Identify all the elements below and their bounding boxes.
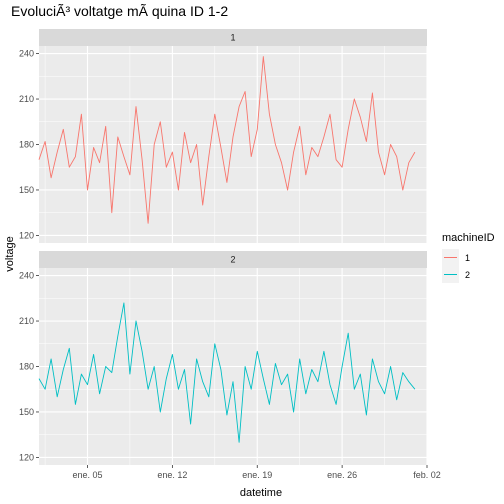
y-axis-ticks-2: 120 150 180 210 240 (19, 271, 39, 462)
series-line-1 (38, 56, 416, 224)
y-tick-label: 150 (19, 407, 34, 417)
chart-title: EvoluciÃ³ voltatge mÃ quina ID 1-2 (11, 3, 228, 19)
y-tick-label: 120 (19, 452, 34, 462)
y-tick-label: 180 (19, 362, 34, 372)
series-line-2 (38, 302, 416, 443)
y-tick-label: 240 (19, 271, 34, 281)
facet-panel-1: 1 120 150 180 210 240 (19, 29, 428, 243)
facet-strip-label-1: 1 (230, 33, 235, 43)
x-tick-label: ene. 12 (157, 470, 187, 480)
x-tick-label: ene. 19 (242, 470, 272, 480)
series-layer-2 (38, 302, 416, 443)
facet-strip-label-2: 2 (230, 255, 235, 265)
x-axis-ticks: ene. 05 ene. 12 ene. 19 ene. 26 feb. 02 (72, 465, 441, 480)
x-tick-label: feb. 02 (413, 470, 441, 480)
gridlines-1 (39, 46, 428, 243)
y-tick-label: 210 (19, 94, 34, 104)
y-tick-label: 150 (19, 185, 34, 195)
legend-title: machineID (442, 232, 495, 244)
facet-panel-2: 2 120 150 180 210 240 (19, 251, 428, 465)
legend-label-1: 1 (465, 253, 470, 263)
series-layer-1 (38, 56, 416, 224)
y-axis-ticks-1: 120 150 180 210 240 (19, 49, 39, 240)
y-axis-title: voltage (4, 236, 16, 271)
x-tick-label: ene. 05 (72, 470, 102, 480)
x-tick-label: ene. 26 (327, 470, 357, 480)
legend: machineID 1 2 (442, 232, 495, 283)
x-axis-title: datetime (240, 487, 282, 499)
facet-strip-1 (39, 29, 427, 46)
y-tick-label: 210 (19, 316, 34, 326)
y-tick-label: 240 (19, 49, 34, 59)
legend-label-2: 2 (465, 270, 470, 280)
gridlines-2 (39, 268, 428, 465)
y-tick-label: 180 (19, 140, 34, 150)
y-tick-label: 120 (19, 230, 34, 240)
facet-strip-2 (39, 251, 427, 268)
